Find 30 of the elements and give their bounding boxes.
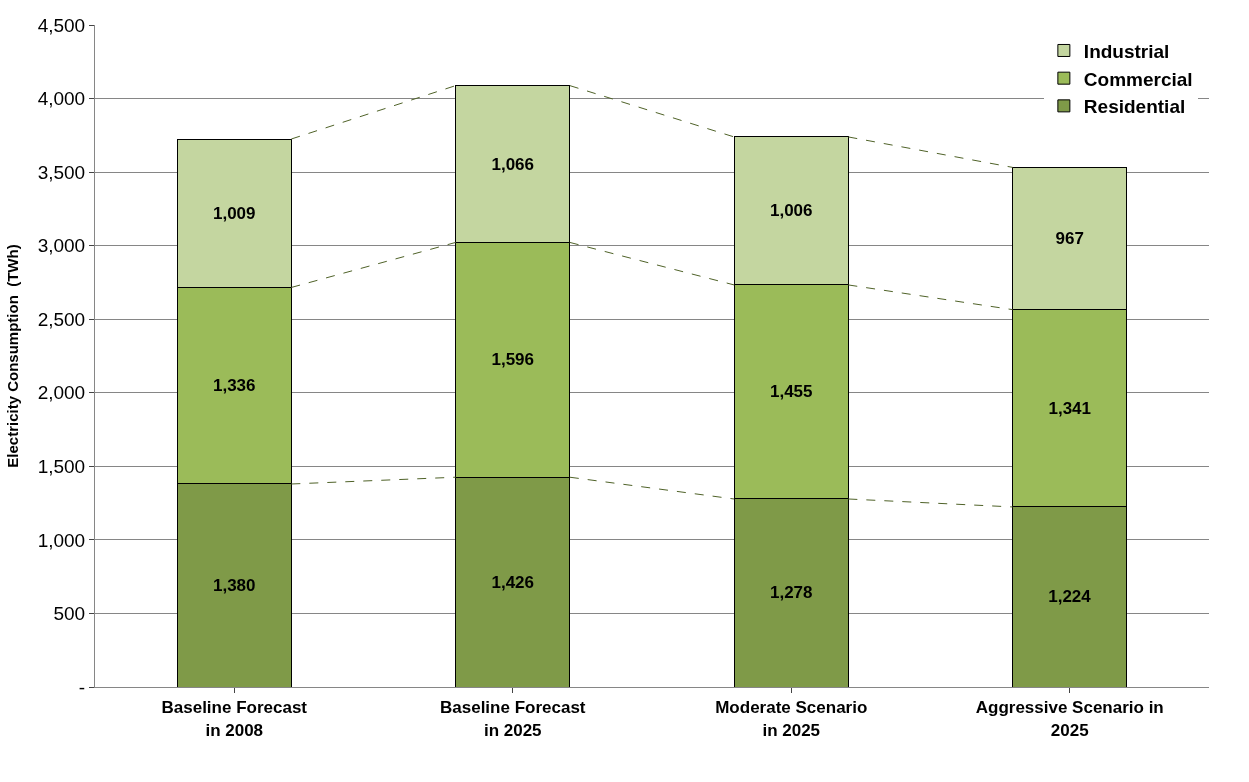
x-tick-label: Baseline Forecast in 2025 <box>439 698 586 740</box>
data-label: 1,278 <box>769 583 813 603</box>
y-tick-label: 500 <box>53 603 86 625</box>
y-tick-label: 3,500 <box>37 161 86 183</box>
data-label: 1,596 <box>491 350 535 370</box>
legend-label: Industrial <box>1083 40 1170 62</box>
data-label: 1,341 <box>1048 398 1092 418</box>
data-label: 1,224 <box>1048 587 1092 607</box>
data-label: 1,380 <box>212 575 256 595</box>
data-label: 1,455 <box>769 382 813 402</box>
y-tick-label: 1,500 <box>37 455 86 477</box>
data-label: 967 <box>1055 229 1084 249</box>
data-label: 1,426 <box>491 572 535 592</box>
y-axis-title: Electricity Consumption (TWh) <box>3 244 21 468</box>
data-label: 1,006 <box>769 201 813 221</box>
legend-label: Residential <box>1083 96 1186 118</box>
y-tick-label: 4,500 <box>37 14 86 36</box>
data-label: 1,009 <box>212 203 256 223</box>
y-tick-label: 2,500 <box>37 308 86 330</box>
y-tick-label: 1,000 <box>37 529 86 551</box>
y-tick-label: 2,000 <box>37 382 86 404</box>
data-label: 1,066 <box>491 154 535 174</box>
y-tick-label: - <box>78 676 86 698</box>
x-tick-label: Moderate Scenario in 2025 <box>715 698 868 740</box>
legend-label: Commercial <box>1083 68 1193 90</box>
x-tick-label: Baseline Forecast in 2008 <box>161 698 308 740</box>
x-tick-label: Aggressive Scenario in 2025 <box>975 698 1164 740</box>
y-tick-label: 4,000 <box>37 88 86 110</box>
y-tick-label: 3,000 <box>37 235 86 257</box>
data-label: 1,336 <box>212 376 256 396</box>
